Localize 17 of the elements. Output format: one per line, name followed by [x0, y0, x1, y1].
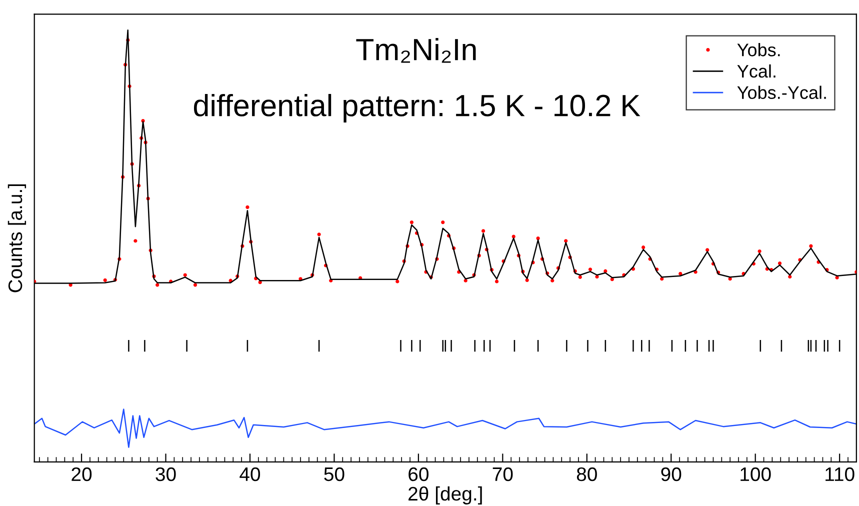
legend-label: Yobs.-Ycal.	[737, 86, 826, 100]
chart-title: Tm₂Ni₂In	[356, 38, 476, 63]
y-axis-title: Counts [a.u.]	[8, 184, 26, 292]
text: differential pattern: 1.5 K - 10.2 K	[194, 94, 640, 122]
x-tick-label: 40	[240, 467, 260, 482]
x-tick-label: 80	[576, 467, 597, 482]
x-tick-label: 50	[324, 467, 344, 482]
x-tick-label: 110	[826, 467, 854, 482]
legend-label: Yobs.	[737, 43, 780, 56]
x-tick-label: 90	[661, 467, 682, 482]
legend-label: Ycal.	[737, 64, 776, 78]
x-tick-label: 70	[492, 467, 513, 482]
x-axis-title: 2θ [deg.]	[408, 486, 482, 504]
x-tick-label: 20	[72, 467, 92, 482]
x-tick-label: 60	[408, 467, 428, 482]
x-tick-label: 30	[156, 467, 176, 482]
x-tick-label: 100	[740, 467, 771, 482]
